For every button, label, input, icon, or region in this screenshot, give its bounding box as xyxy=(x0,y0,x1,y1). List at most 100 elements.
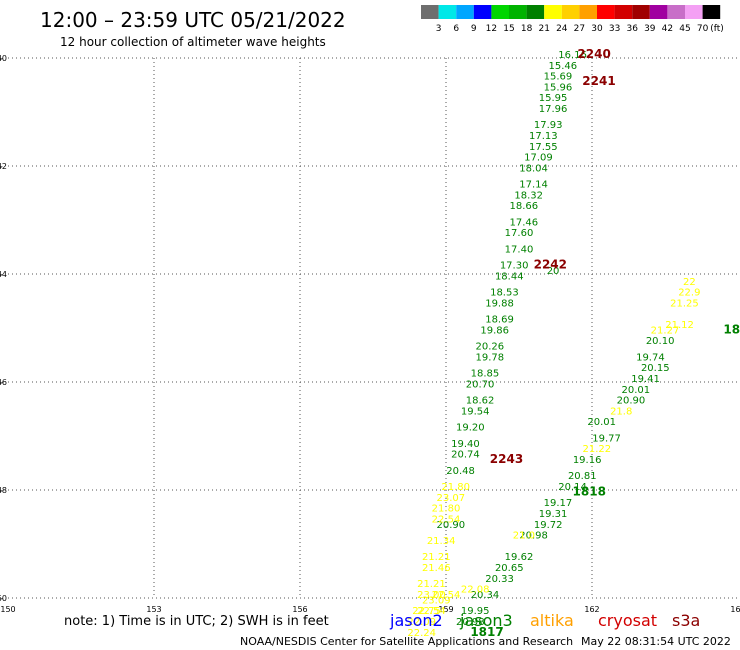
wave-height-value: 19.74 xyxy=(636,352,665,363)
color-scale-label: 9 xyxy=(471,24,477,34)
x-tick-label: 156 xyxy=(292,605,307,614)
wave-height-value: 18.62 xyxy=(466,396,495,407)
wave-height-value: 20.10 xyxy=(646,336,675,347)
y-tick-label: 42 xyxy=(0,162,7,171)
wave-height-value: 20.34 xyxy=(471,590,500,601)
wave-height-value: 19.86 xyxy=(480,325,509,336)
wave-height-value: 19.20 xyxy=(456,423,485,434)
mission-legend-item: cryosat xyxy=(598,611,657,630)
color-swatch xyxy=(632,5,650,19)
footer-note: note: 1) Time is in UTC; 2) SWH is in fe… xyxy=(64,614,329,629)
pass-time-label: 18 xyxy=(723,322,740,336)
wave-height-value: 18.44 xyxy=(495,271,524,282)
wave-height-value: 19.78 xyxy=(475,352,504,363)
wave-height-value: 22.08 xyxy=(461,585,490,596)
color-swatch xyxy=(667,5,685,19)
color-scale-label: 36 xyxy=(626,24,638,34)
wave-height-value: 23.07 xyxy=(437,493,466,504)
color-swatch xyxy=(509,5,527,19)
wave-height-value: 21.80 xyxy=(441,482,470,493)
wave-height-value: 20.01 xyxy=(621,385,650,396)
color-swatch xyxy=(491,5,509,19)
wave-height-value: 17.96 xyxy=(539,104,568,115)
wave-height-value: 20.01 xyxy=(587,417,616,428)
color-swatch xyxy=(685,5,703,19)
color-scale-label: 42 xyxy=(662,24,673,34)
wave-height-value: 22.54 xyxy=(417,606,446,617)
wave-height-value: 15.46 xyxy=(548,61,577,72)
wave-height-value: 18.53 xyxy=(490,288,519,299)
color-scale-label: 24 xyxy=(556,24,568,34)
wave-height-value: 21.22 xyxy=(583,444,612,455)
wave-height-value: 17.60 xyxy=(505,228,534,239)
wave-height-value: 19.88 xyxy=(485,298,514,309)
wave-height-value: 17.09 xyxy=(524,153,553,164)
wave-height-value: 17.40 xyxy=(505,244,534,255)
x-tick-label: 162 xyxy=(584,605,599,614)
wave-height-value: 19.72 xyxy=(534,520,563,531)
pass-time-label: 2243 xyxy=(490,452,523,466)
color-scale-label: 21 xyxy=(538,24,549,34)
wave-height-value: 21.8 xyxy=(610,406,632,417)
x-tick-label: 153 xyxy=(146,605,161,614)
y-tick-sign: - xyxy=(0,54,3,63)
wave-height-value: 21.12 xyxy=(665,320,694,331)
mission-legend-item: jason2 xyxy=(389,611,443,630)
color-scale-bar: 3 6 9 12 15 18 21 24 27 30 33 36 39 42 45 70 (ft) xyxy=(421,5,724,34)
wave-height-value: 20.98 xyxy=(519,531,548,542)
y-tick-sign: - xyxy=(0,162,3,171)
wave-height-value: 21.25 xyxy=(670,298,699,309)
y-tick-label: 46 xyxy=(0,378,7,387)
color-swatch xyxy=(544,5,562,19)
wave-height-value: 22.9 xyxy=(678,288,700,299)
wave-height-value: 21.0 xyxy=(513,531,535,542)
wave-height-value: 21.27 xyxy=(651,325,680,336)
wave-height-value: 15.96 xyxy=(544,82,573,93)
wave-height-value: 20.33 xyxy=(485,574,514,585)
wave-height-value: 17.30 xyxy=(500,261,529,272)
wave-height-value: 19.62 xyxy=(505,552,534,563)
color-swatch xyxy=(473,5,492,19)
pass-time-label: 2242 xyxy=(534,258,567,272)
color-swatch xyxy=(614,5,633,19)
color-swatch xyxy=(526,5,545,19)
wave-height-value: 19.40 xyxy=(451,439,480,450)
y-tick-sign: - xyxy=(0,486,3,495)
y-tick-sign: - xyxy=(0,378,3,387)
wave-height-value: 17.93 xyxy=(534,120,563,131)
pass-time-label: 2240 xyxy=(577,47,610,61)
timestamp-text: May 22 08:31:54 UTC 2022 xyxy=(581,635,731,648)
pass-time-label: 2241 xyxy=(582,74,615,88)
x-tick-label: 159 xyxy=(438,605,453,614)
wave-height-value: 20.81 xyxy=(568,471,597,482)
wave-height-value: 23.00 xyxy=(417,590,446,601)
x-tick-label: 150 xyxy=(0,605,15,614)
wave-height-value: 22.24 xyxy=(407,628,436,639)
x-tick-label: 165 xyxy=(730,605,740,614)
wave-height-value: 20.98 xyxy=(456,617,485,628)
y-tick-label: 48 xyxy=(0,486,7,495)
y-tick-label: 40 xyxy=(0,54,7,63)
wave-height-value: 20.74 xyxy=(451,450,480,461)
color-scale-label: 15 xyxy=(503,24,514,34)
wave-height-value: 21.21 xyxy=(422,552,451,563)
pass-time-label: 1817 xyxy=(470,625,503,639)
wave-height-value: 22.75 xyxy=(412,606,441,617)
color-swatch xyxy=(561,5,580,19)
wave-height-value: 22 xyxy=(683,277,696,288)
wave-height-value: 21.34 xyxy=(427,536,456,547)
color-swatch xyxy=(597,5,615,19)
wave-height-value: 18.85 xyxy=(471,369,500,380)
wave-height-value: 19.41 xyxy=(631,374,660,385)
wave-height-value: 20.14 xyxy=(558,482,587,493)
wave-height-value: 17.13 xyxy=(529,131,558,142)
y-tick-sign: - xyxy=(0,594,3,603)
wave-height-value: 19.31 xyxy=(539,509,568,520)
wave-height-value: 20.15 xyxy=(641,363,670,374)
color-scale-label: 45 xyxy=(679,24,690,34)
wave-height-value: 18.32 xyxy=(514,190,543,201)
wave-height-value: 19.16 xyxy=(573,455,602,466)
wave-height-value: 16.16 xyxy=(558,50,587,61)
